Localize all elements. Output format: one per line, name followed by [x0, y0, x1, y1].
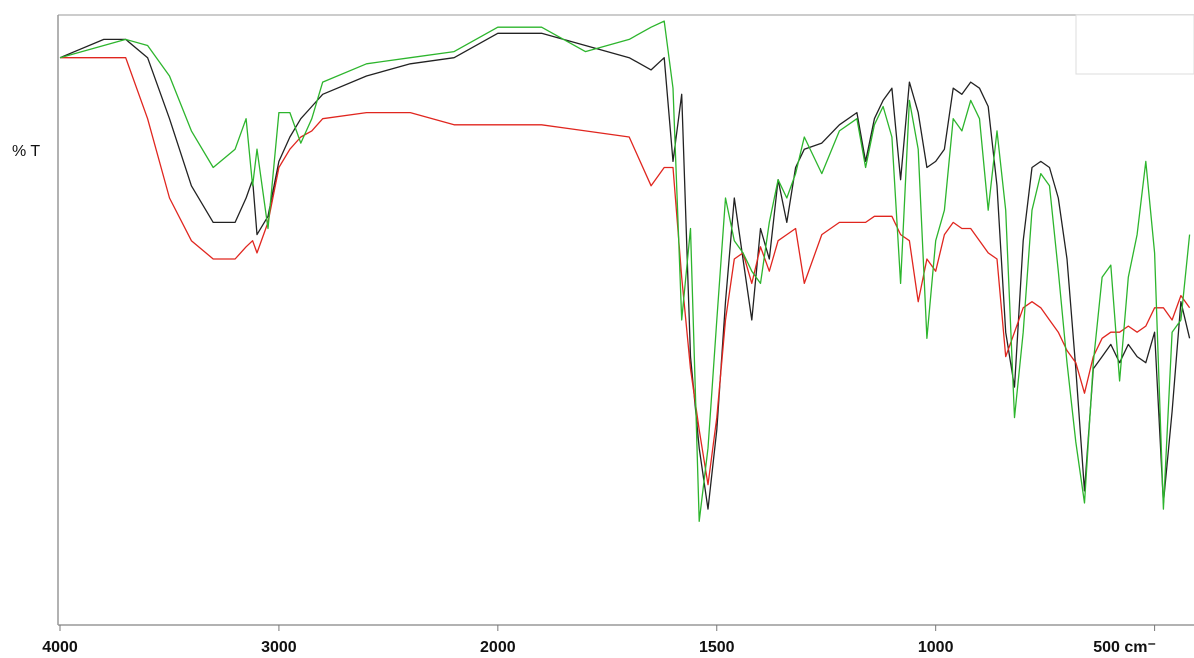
spectrum-line — [60, 57, 1191, 486]
x-tick-label: 3000 — [261, 639, 297, 656]
spectrum-line — [59, 20, 1191, 522]
x-tick-label: 500 cm⁻ — [1093, 639, 1156, 656]
spectrum-line — [59, 32, 1191, 510]
y-axis-label: % T — [12, 143, 40, 160]
x-tick-label: 4000 — [42, 639, 78, 656]
x-tick-label: 1000 — [918, 639, 954, 656]
legend-box — [1075, 14, 1194, 75]
x-tick-label: 2000 — [480, 639, 516, 656]
x-tick-label: 1500 — [699, 639, 735, 656]
